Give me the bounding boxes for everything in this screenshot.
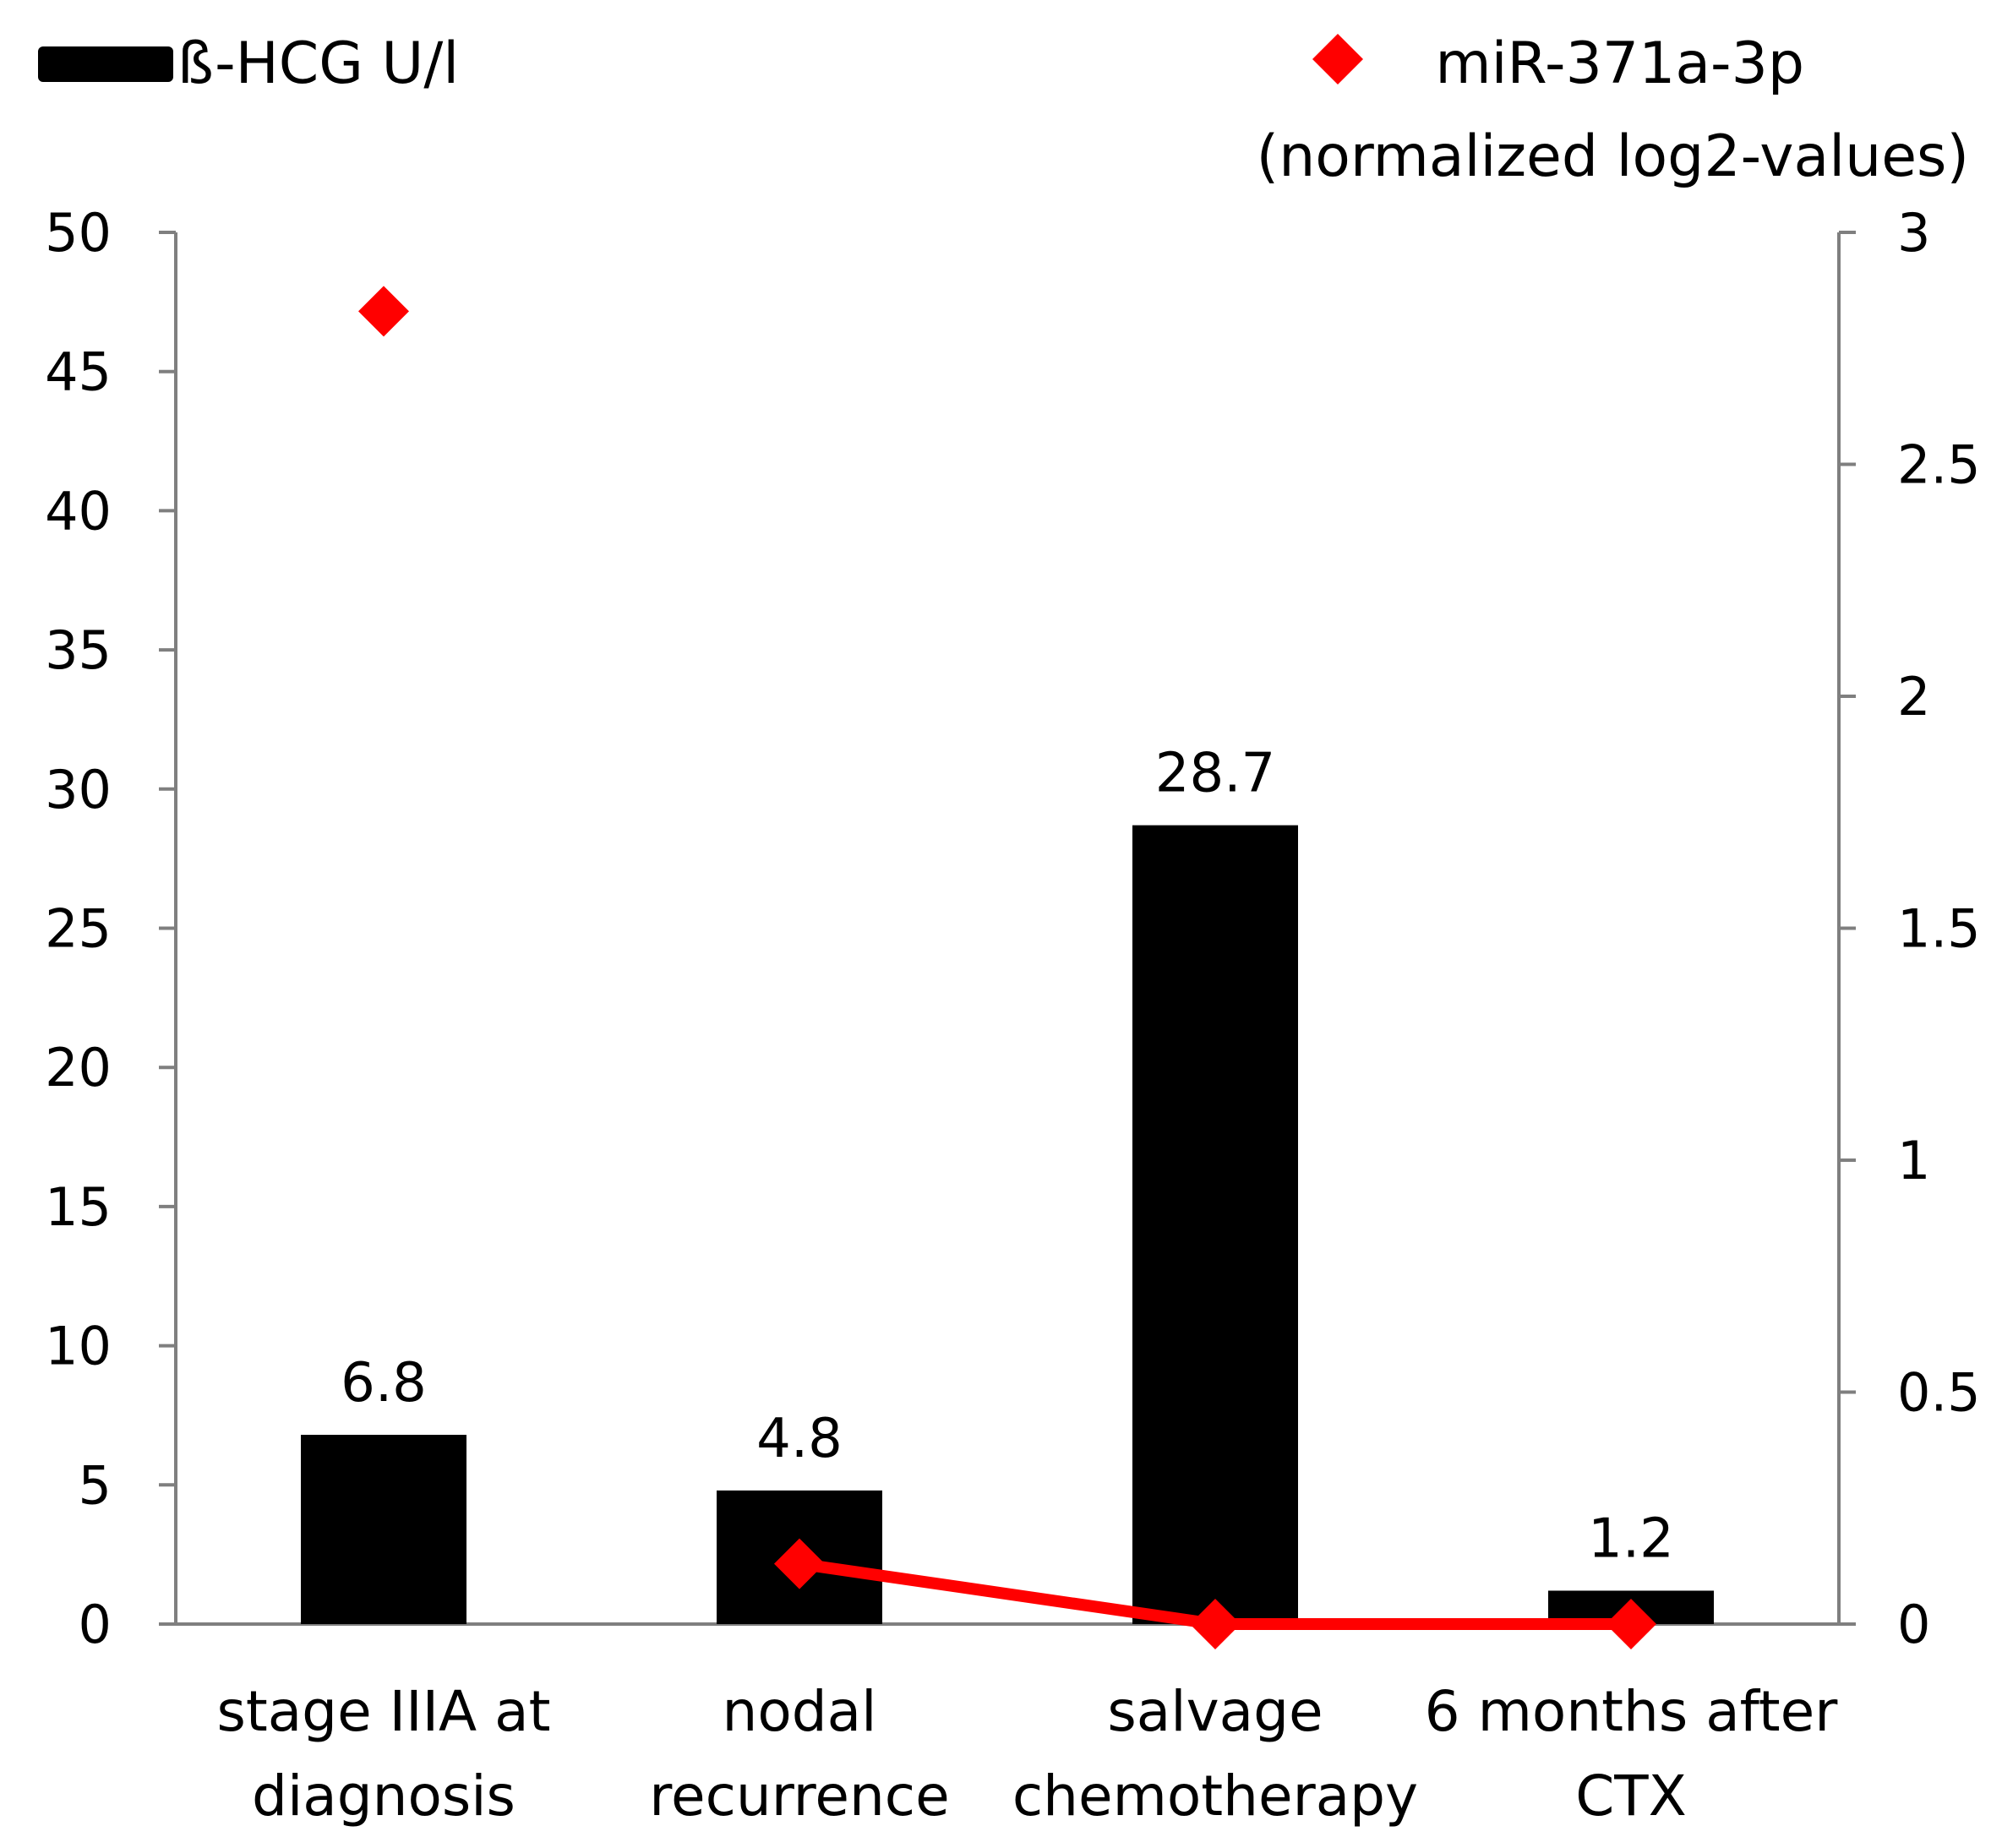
left-tick-label: 20 xyxy=(45,1037,112,1098)
category-label: salvage xyxy=(1107,1679,1323,1744)
bar-data-label: 6.8 xyxy=(341,1352,427,1415)
left-tick-label: 15 xyxy=(45,1176,112,1238)
right-tick-label: 1.5 xyxy=(1897,898,1981,960)
line-point xyxy=(1190,1599,1241,1649)
category-label: chemotherapy xyxy=(1012,1764,1418,1829)
right-tick-label: 2 xyxy=(1897,666,1930,728)
line-series xyxy=(358,286,1656,1649)
left-tick-label: 5 xyxy=(79,1454,112,1516)
left-tick-label: 50 xyxy=(45,202,112,264)
left-tick-label: 25 xyxy=(45,898,112,960)
legend-line-label: miR-371a-3p xyxy=(1435,30,1804,97)
legend-bar-swatch xyxy=(38,46,173,82)
bar-data-label: 4.8 xyxy=(756,1408,843,1470)
bar-data-label: 1.2 xyxy=(1588,1507,1674,1570)
right-tick-label: 1 xyxy=(1897,1130,1930,1191)
category-label: nodal xyxy=(723,1679,877,1744)
category-label: diagnosis xyxy=(252,1764,516,1829)
category-label: stage IIIA at xyxy=(216,1679,550,1744)
right-tick-label: 0 xyxy=(1897,1594,1930,1655)
category-label: 6 months after xyxy=(1425,1679,1839,1744)
legend-bar-label: ß-HCG U/l xyxy=(177,30,459,97)
left-tick-label: 30 xyxy=(45,759,112,820)
left-axis-ticks: 0 5 10 15 20 25 30 35 40 45 50 xyxy=(45,202,176,1655)
category-labels: stage IIIA at diagnosis nodal recurrence sal… xyxy=(216,1679,1838,1829)
left-tick-label: 40 xyxy=(45,480,112,542)
bar xyxy=(1132,825,1298,1624)
right-tick-label: 0.5 xyxy=(1897,1362,1981,1424)
bar-data-label: 28.7 xyxy=(1155,743,1276,805)
line-point xyxy=(774,1538,825,1589)
bar xyxy=(301,1435,466,1624)
bar-series xyxy=(301,825,1714,1624)
line-point xyxy=(1606,1599,1656,1649)
right-tick-label: 2.5 xyxy=(1897,434,1981,496)
left-tick-label: 45 xyxy=(45,341,112,403)
left-tick-label: 0 xyxy=(79,1594,112,1655)
legend-line-label-line2: (normalized log2-values) xyxy=(1257,123,1969,190)
category-label: CTX xyxy=(1575,1764,1687,1829)
left-tick-label: 35 xyxy=(45,619,112,681)
left-tick-label: 10 xyxy=(45,1316,112,1377)
category-label: recurrence xyxy=(649,1764,949,1829)
bar-data-labels: 6.8 4.8 28.7 1.2 xyxy=(341,743,1674,1571)
legend-line-marker xyxy=(1312,34,1363,84)
right-axis-ticks: 0 0.5 1 1.5 2 2.5 3 xyxy=(1839,202,1981,1655)
axes xyxy=(174,232,1841,1626)
legend: ß-HCG U/l miR-371a-3p (normalized log2-v… xyxy=(38,30,1969,190)
line-point xyxy=(358,286,409,337)
right-tick-label: 3 xyxy=(1897,202,1930,264)
